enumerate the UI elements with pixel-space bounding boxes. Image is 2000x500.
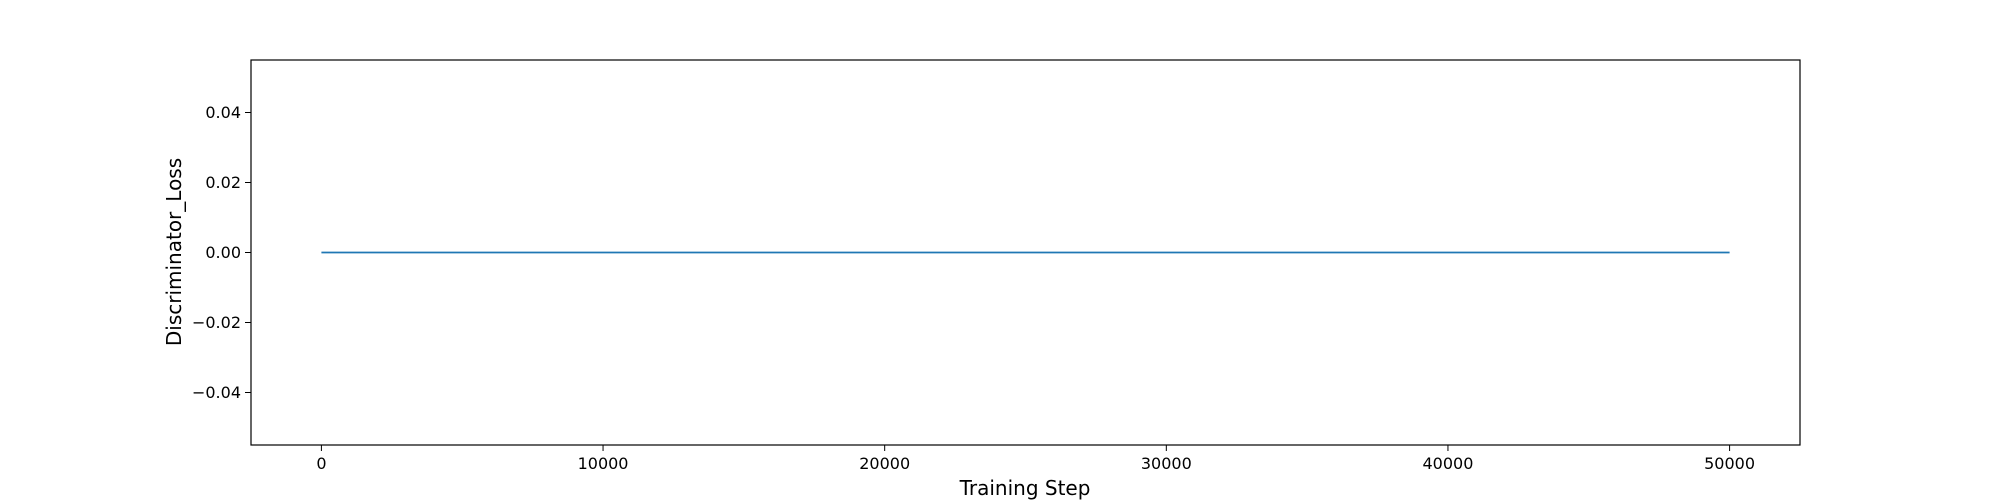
plot-frame [250,59,1801,446]
y-axis-ticks: −0.04 −0.02 0.00 0.02 0.04 [192,103,251,402]
x-axis-label: Training Step [959,476,1091,500]
x-tick-label: 40000 [1423,454,1474,473]
y-tick-label: 0.02 [205,173,241,192]
y-tick-label: 0.04 [205,103,241,122]
x-tick-label: 0 [316,454,326,473]
x-tick-label: 20000 [859,454,910,473]
x-axis-ticks: 0 10000 20000 30000 40000 50000 [316,445,1755,473]
x-tick-label: 50000 [1704,454,1755,473]
y-tick-label: 0.00 [205,243,241,262]
y-tick-label: −0.02 [192,313,241,332]
y-tick-label: −0.04 [192,383,241,402]
x-tick-label: 30000 [1141,454,1192,473]
y-axis-label: Discriminator_Loss [162,158,186,346]
x-tick-label: 10000 [578,454,629,473]
